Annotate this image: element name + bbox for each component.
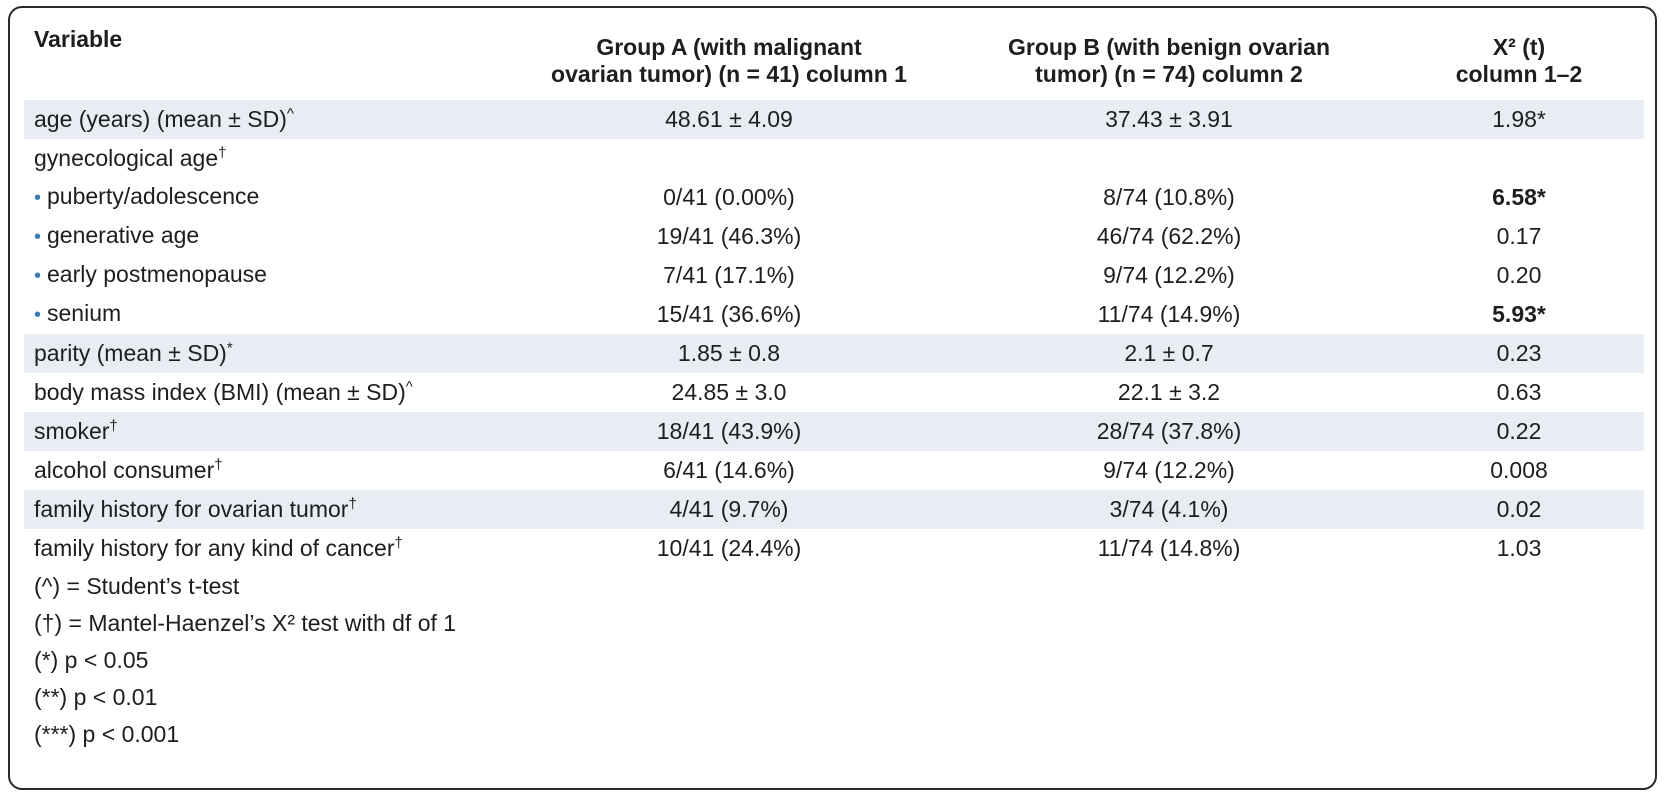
row-label: alcohol consumer† [34,456,223,483]
bullet-icon: • [34,187,42,209]
table-row: gynecological age† [24,139,1644,178]
cell-group-a: 15/41 (36.6%) [656,301,802,327]
footnote-mark: ^ [405,378,413,396]
cell-group-a: 48.61 ± 4.09 [514,100,944,139]
cell-stat: 0.17 [1496,223,1542,249]
header-group-a-line2: ovarian tumor) (n = 41) column 1 [551,61,907,87]
footnote-mark: † [214,456,223,474]
header-variable: Variable [34,26,123,52]
cell-group-b: 11/74 (14.9%) [1097,301,1241,327]
row-label: • puberty/adolescence [34,183,260,209]
row-label: body mass index (BMI) (mean ± SD)^ [34,378,413,405]
data-table: Variable Group A (with malignant ovarian… [24,22,1644,568]
table-row: family history for ovarian tumor† 4/41 (… [24,490,1644,529]
row-label: • early postmenopause [34,261,267,287]
cell-group-b: 9/74 (12.2%) [1103,457,1235,483]
table-row: • puberty/adolescence 0/41 (0.00%) 8/74 (… [24,178,1644,217]
header-group-b-line2: tumor) (n = 74) column 2 [1035,61,1303,87]
header-group-a-line1: Group A (with malignant [596,34,862,60]
header-stat-line1: X² (t) [1492,34,1546,60]
cell-group-a: 24.85 ± 3.0 [671,379,787,405]
footnote-t-test: (^) = Student’s t-test [34,573,240,599]
row-label: family history for any kind of cancer† [34,534,403,561]
table-row: • early postmenopause 7/41 (17.1%) 9/74 (… [24,256,1644,295]
table-row: parity (mean ± SD)* 1.85 ± 0.8 2.1 ± 0.7… [24,334,1644,373]
row-label: gynecological age† [34,144,227,171]
cell-stat: 0.008 [1490,457,1548,483]
footnote-chi-square: (†) = Mantel-Haenzel’s X² test with df o… [34,610,457,636]
cell-stat: 0.20 [1496,262,1542,288]
row-label: age (years) (mean ± SD)^ [24,100,514,139]
header-group-b: Group B (with benign ovarian tumor) (n =… [944,22,1394,100]
header-stat: X² (t) column 1–2 [1394,22,1644,100]
cell-group-b: 46/74 (62.2%) [1096,223,1242,249]
footnote-mark: † [394,534,403,552]
cell-group-b [944,139,1394,178]
table-row: body mass index (BMI) (mean ± SD)^ 24.85… [24,373,1644,412]
cell-group-a: 0/41 (0.00%) [663,184,795,210]
cell-group-b: 37.43 ± 3.91 [944,100,1394,139]
cell-group-a: 6/41 (14.6%) [663,457,795,483]
footnote-mark: † [218,144,227,162]
table-row: alcohol consumer† 6/41 (14.6%) 9/74 (12.… [24,451,1644,490]
bullet-icon: • [34,226,42,248]
footnote-mark: † [109,417,118,435]
cell-group-a: 7/41 (17.1%) [663,262,795,288]
cell-group-a: 1.85 ± 0.8 [514,334,944,373]
header-group-a: Group A (with malignant ovarian tumor) (… [514,22,944,100]
cell-stat: 1.98* [1394,100,1644,139]
row-label: • senium [34,300,122,326]
row-label: family history for ovarian tumor† [24,490,514,529]
cell-group-b: 28/74 (37.8%) [944,412,1394,451]
cell-group-a: 18/41 (43.9%) [514,412,944,451]
header-row: Variable Group A (with malignant ovarian… [24,22,1644,100]
cell-stat [1394,139,1644,178]
cell-stat: 5.93* [1492,301,1546,327]
row-label: • generative age [34,222,200,248]
bullet-icon: • [34,304,42,326]
cell-stat: 6.58* [1492,184,1546,210]
row-label: smoker† [24,412,514,451]
table-row: age (years) (mean ± SD)^ 48.61 ± 4.09 37… [24,100,1644,139]
footnote-p001: (**) p < 0.01 [34,684,158,710]
cell-group-b: 2.1 ± 0.7 [944,334,1394,373]
table-row: • generative age 19/41 (46.3%) 46/74 (62.… [24,217,1644,256]
cell-group-a: 10/41 (24.4%) [656,535,802,561]
footnote-mark: † [348,495,357,513]
cell-group-a: 19/41 (46.3%) [656,223,802,249]
header-stat-line2: column 1–2 [1455,61,1583,87]
footnotes: (^) = Student’s t-test (†) = Mantel-Haen… [34,568,456,753]
cell-group-a: 4/41 (9.7%) [514,490,944,529]
footnote-p005: (*) p < 0.05 [34,647,149,673]
cell-stat: 0.02 [1394,490,1644,529]
footnote-p0001: (***) p < 0.001 [34,721,180,747]
row-label: parity (mean ± SD)* [24,334,514,373]
cell-group-b: 9/74 (12.2%) [1103,262,1235,288]
cell-stat: 1.03 [1496,535,1542,561]
table-row: family history for any kind of cancer† 1… [24,529,1644,568]
cell-stat: 0.22 [1394,412,1644,451]
cell-group-a [514,139,944,178]
header-group-b-line1: Group B (with benign ovarian [1008,34,1330,60]
bullet-icon: • [34,265,42,287]
cell-stat: 0.63 [1496,379,1542,405]
cell-group-b: 8/74 (10.8%) [1103,184,1235,210]
cell-group-b: 3/74 (4.1%) [944,490,1394,529]
cell-group-b: 22.1 ± 3.2 [1117,379,1221,405]
cell-stat: 0.23 [1394,334,1644,373]
table-row: • senium 15/41 (36.6%) 11/74 (14.9%) 5.93… [24,295,1644,334]
table-row: smoker† 18/41 (43.9%) 28/74 (37.8%) 0.22 [24,412,1644,451]
footnote-mark: * [226,339,233,357]
footnote-mark: ^ [286,105,294,123]
cell-group-b: 11/74 (14.8%) [1097,535,1241,561]
